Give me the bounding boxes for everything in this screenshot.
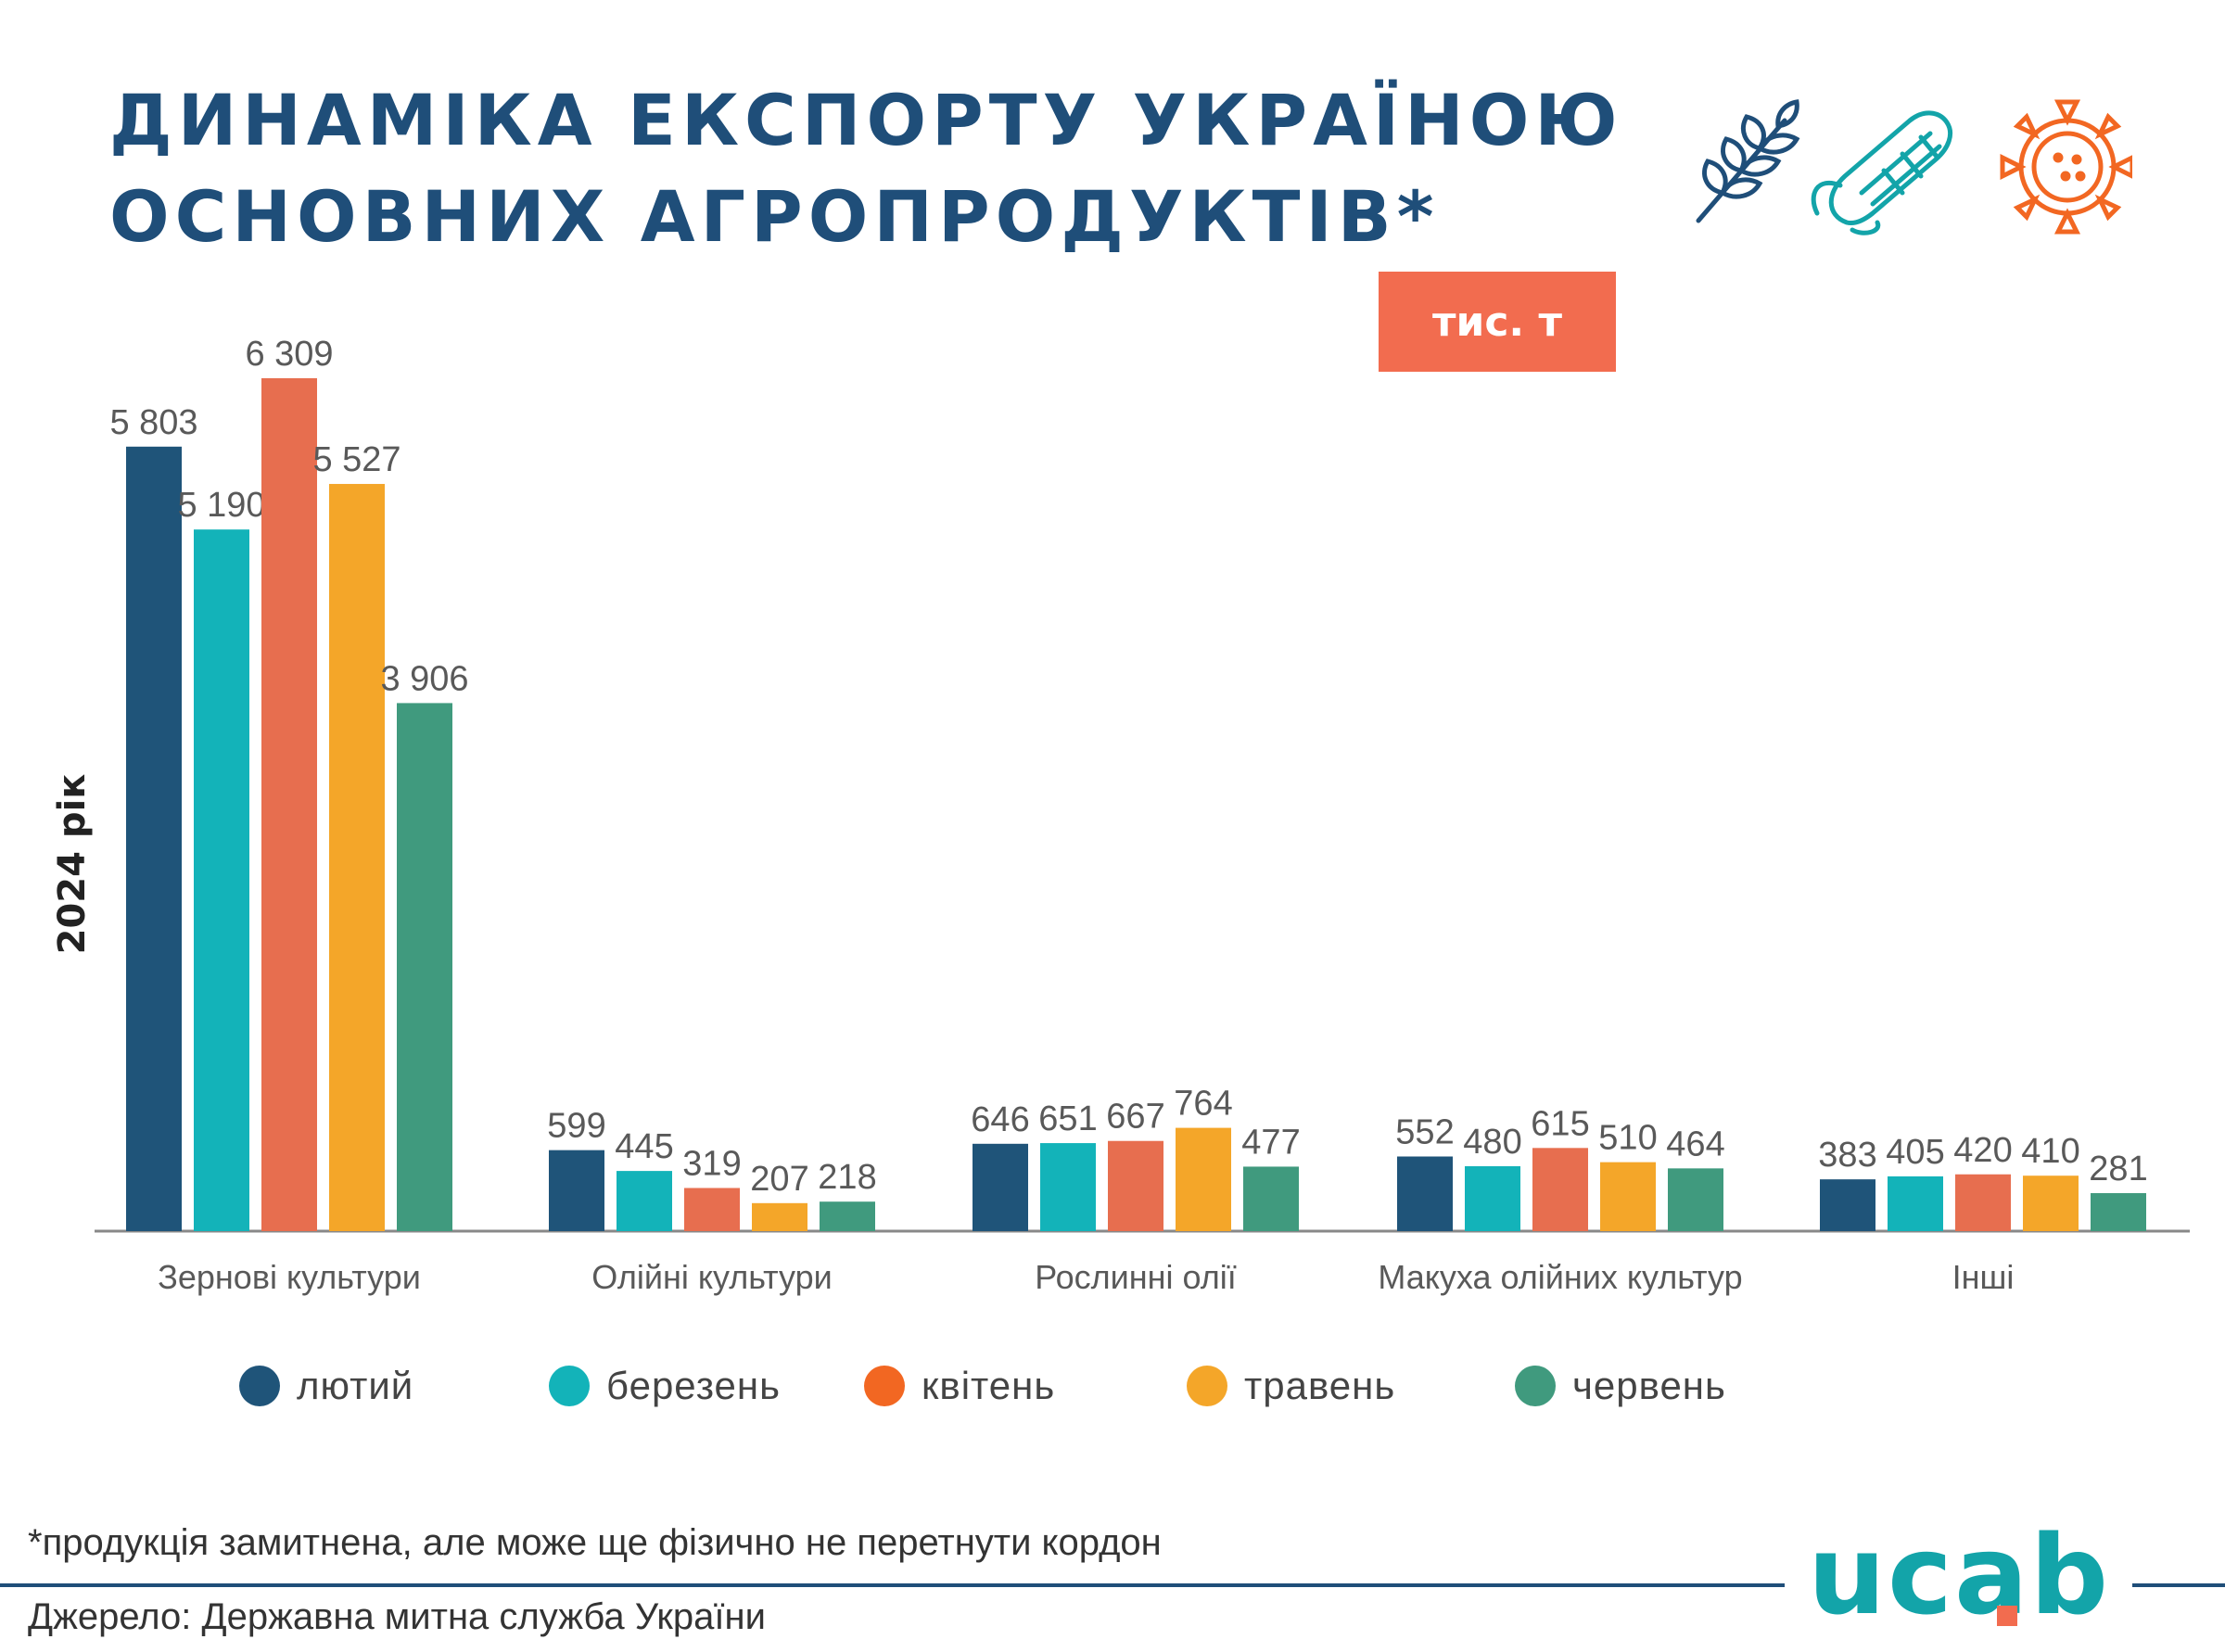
bar-квітень	[1532, 1148, 1588, 1231]
bar-травень	[1600, 1162, 1656, 1231]
data-label: 464	[1666, 1125, 1724, 1163]
bar-квітень	[1955, 1174, 2011, 1231]
bar-травень	[329, 484, 385, 1231]
source-note: Джерело: Державна митна служба України	[28, 1596, 766, 1637]
data-label: 410	[2021, 1132, 2079, 1171]
bar-червень	[1668, 1168, 1723, 1231]
footnote: *продукція замитнена, але може ще фізичн…	[28, 1522, 1162, 1563]
sunflower-icon	[2000, 99, 2132, 235]
bar-лютий	[549, 1150, 604, 1231]
bar-chart: 5 803 5 190 6 309 5 527 3 906 Зернові культур…	[95, 335, 2190, 1296]
category-label: Макуха олійних культур	[1378, 1258, 1742, 1296]
data-label: 480	[1463, 1123, 1521, 1162]
bar-березень	[1888, 1175, 1943, 1231]
bar-лютий	[126, 446, 182, 1232]
logo-accent	[1997, 1606, 2017, 1626]
data-label: 6 309	[245, 335, 333, 374]
data-label: 599	[547, 1107, 605, 1146]
corn-icon	[1811, 110, 1952, 235]
data-label: 615	[1531, 1104, 1589, 1143]
header-icons	[1696, 99, 2132, 235]
legend-label: червень	[1572, 1364, 1726, 1407]
ucab-logo: ucab	[1808, 1520, 2110, 1632]
bar-березень	[617, 1171, 672, 1231]
data-label: 5 803	[109, 403, 197, 442]
legend-dot	[1187, 1366, 1227, 1406]
bar-квітень	[684, 1188, 740, 1231]
legend-item: лютий	[239, 1353, 413, 1418]
footer-rule-right	[2132, 1583, 2225, 1587]
data-label: 420	[1953, 1131, 2012, 1170]
data-label: 319	[682, 1144, 741, 1183]
title-line-1: ДИНАМІКА ЕКСПОРТУ УКРАЇНОЮ	[109, 79, 1623, 161]
legend-dot	[239, 1366, 280, 1406]
data-label: 5 527	[312, 440, 400, 479]
legend-item: березень	[549, 1353, 781, 1418]
legend-item: травень	[1187, 1353, 1395, 1418]
data-label: 477	[1241, 1123, 1300, 1162]
legend-dot	[864, 1366, 905, 1406]
footer-rule-left	[0, 1583, 1785, 1587]
unit-badge: тис. т	[1379, 272, 1616, 372]
legend-label: лютий	[297, 1364, 414, 1407]
data-label: 281	[2089, 1150, 2147, 1188]
bar-квітень	[261, 378, 317, 1231]
data-label: 552	[1395, 1113, 1454, 1152]
legend-item: квітень	[864, 1353, 1055, 1418]
bar-травень	[752, 1202, 807, 1231]
data-label: 383	[1818, 1136, 1876, 1175]
chart-legend: лютий березень квітень травень червень	[0, 1353, 2225, 1418]
bar-березень	[1465, 1166, 1520, 1231]
bar-лютий	[1820, 1179, 1875, 1231]
bar-червень	[2091, 1193, 2146, 1231]
legend-dot	[1515, 1366, 1556, 1406]
data-label: 405	[1886, 1133, 1944, 1172]
data-label: 5 190	[177, 486, 265, 525]
bar-квітень	[1108, 1140, 1163, 1231]
data-label: 445	[615, 1127, 673, 1166]
data-label: 646	[971, 1100, 1029, 1139]
category-label: Олійні культури	[591, 1258, 833, 1296]
title-line-2: ОСНОВНИХ АГРОПРОДУКТІВ*	[109, 175, 1440, 258]
bar-травень	[1176, 1127, 1231, 1231]
data-label: 207	[750, 1160, 808, 1199]
bar-лютий	[1397, 1156, 1453, 1231]
category-label: Інші	[1952, 1258, 2015, 1296]
page-title: ДИНАМІКА ЕКСПОРТУ УКРАЇНОЮ ОСНОВНИХ АГРО…	[109, 72, 1685, 265]
data-label: 218	[818, 1158, 876, 1197]
legend-item: червень	[1515, 1353, 1726, 1418]
legend-label: травень	[1244, 1364, 1396, 1407]
category-label: Зернові культури	[158, 1258, 421, 1296]
data-label: 764	[1174, 1085, 1232, 1124]
wheat-icon	[1696, 99, 1800, 223]
logo-text: ucab	[1808, 1520, 2110, 1632]
data-label: 3 906	[380, 659, 468, 698]
category-label: Рослинні олії	[1035, 1258, 1237, 1296]
legend-dot	[549, 1366, 590, 1406]
bar-березень	[1040, 1143, 1096, 1231]
bar-березень	[194, 529, 249, 1231]
legend-label: квітень	[922, 1364, 1056, 1407]
legend-label: березень	[606, 1364, 781, 1407]
bar-травень	[2023, 1175, 2079, 1231]
data-label: 651	[1038, 1099, 1097, 1138]
bar-червень	[1243, 1166, 1299, 1231]
data-label: 667	[1106, 1098, 1164, 1137]
bar-лютий	[973, 1143, 1028, 1231]
bar-червень	[397, 703, 452, 1231]
data-label: 510	[1598, 1119, 1657, 1158]
bar-червень	[820, 1201, 875, 1231]
